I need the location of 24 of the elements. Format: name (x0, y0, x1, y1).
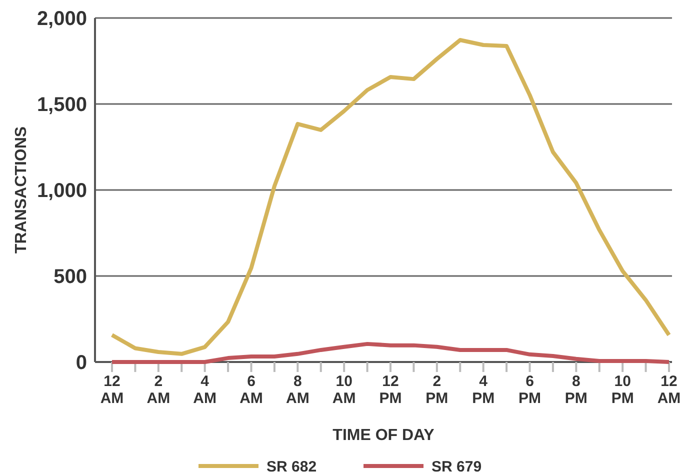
x-tick-label: 4 PM (472, 373, 495, 407)
x-tick-label: 6 PM (518, 373, 541, 407)
x-tick-label: 8 PM (564, 373, 588, 407)
y-tick-label: 1,000 (36, 180, 87, 202)
line-series (110, 342, 671, 364)
x-tick-label: 12 AM (100, 373, 124, 407)
x-tick-label: 12 PM (379, 373, 402, 407)
y-tick-label: 1,500 (36, 94, 87, 116)
x-tick-label: 4 AM (193, 373, 216, 407)
line-series (110, 38, 671, 356)
x-tick-label: 8 AM (286, 373, 310, 407)
x-tick-label: 10 AM (332, 373, 356, 407)
legend-label: SR 679 (432, 458, 482, 476)
y-tick-label: 2,000 (36, 8, 87, 30)
x-axis-title: TIME OF DAY (332, 427, 435, 444)
y-tick-label: 500 (54, 266, 87, 288)
y-axis-title: TRANSACTIONS (13, 126, 30, 254)
legend-label: SR 682 (266, 458, 317, 476)
x-tick-label: 10 PM (611, 373, 634, 407)
y-tick-label: 0 (76, 352, 87, 374)
x-tick-label: 2 PM (426, 373, 448, 407)
x-tick-label: 2 AM (146, 373, 170, 407)
x-tick-label: 6 AM (240, 373, 263, 407)
x-tick-label: 12 AM (657, 373, 681, 407)
